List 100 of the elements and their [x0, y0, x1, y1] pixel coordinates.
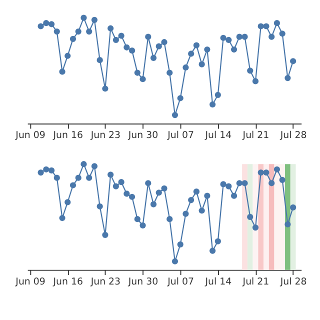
point — [91, 16, 98, 23]
x-tick-label: Jun 30 — [127, 130, 158, 142]
point — [75, 174, 82, 181]
point — [274, 20, 280, 26]
point — [242, 34, 248, 40]
point — [210, 101, 216, 108]
point — [182, 64, 189, 71]
point — [166, 216, 173, 222]
point — [150, 201, 157, 208]
point — [128, 194, 136, 200]
point — [220, 34, 226, 41]
point — [48, 21, 55, 28]
point — [252, 78, 259, 84]
point — [59, 214, 66, 222]
x-tick-label: Jun 09 — [14, 276, 46, 288]
point — [140, 76, 146, 82]
point — [193, 42, 200, 48]
point — [108, 25, 114, 32]
point — [112, 183, 119, 190]
point — [236, 34, 242, 40]
point — [134, 70, 140, 76]
point — [188, 50, 194, 57]
point — [112, 36, 119, 44]
x-tick-label: Jul 07 — [166, 276, 194, 288]
point — [161, 39, 168, 46]
point — [64, 52, 71, 59]
point — [80, 14, 87, 21]
point — [193, 188, 200, 195]
point — [204, 46, 210, 53]
point — [177, 95, 184, 102]
point — [242, 180, 248, 186]
point — [102, 86, 108, 92]
x-tick-label: Jul 14 — [204, 130, 232, 142]
point — [177, 241, 184, 248]
x-tick-label: Jun 23 — [90, 276, 121, 288]
point — [156, 190, 162, 196]
point — [96, 57, 103, 64]
x-tick-label: Jun 16 — [52, 276, 83, 288]
point — [204, 192, 210, 199]
point — [247, 68, 254, 74]
point — [70, 182, 76, 188]
point — [172, 258, 178, 264]
x-tick-label: Jul 21 — [242, 130, 270, 142]
point — [54, 28, 60, 35]
point — [38, 170, 44, 176]
point — [48, 167, 55, 174]
point — [220, 181, 226, 188]
x-tick-label: Jun 23 — [90, 130, 121, 142]
point — [268, 180, 275, 186]
point — [284, 75, 291, 82]
point — [75, 28, 82, 35]
point — [236, 180, 242, 186]
point — [150, 54, 157, 62]
point — [226, 36, 232, 44]
point — [290, 204, 296, 210]
point — [124, 190, 130, 197]
point — [43, 20, 50, 26]
point — [118, 32, 124, 39]
point — [166, 70, 173, 76]
point — [124, 44, 130, 50]
point — [274, 166, 280, 172]
point — [284, 221, 291, 228]
point — [145, 34, 152, 40]
x-tick-label: Jul 14 — [204, 276, 232, 288]
point — [258, 23, 264, 30]
x-tick-label: Jun 16 — [52, 130, 83, 142]
point — [226, 183, 232, 190]
point — [198, 208, 205, 214]
point — [156, 43, 162, 50]
x-tick-label: Jul 21 — [242, 276, 270, 288]
x-tick-label: Jul 28 — [279, 276, 307, 288]
point — [70, 36, 76, 42]
point — [252, 224, 259, 231]
point — [210, 248, 216, 254]
point — [80, 161, 87, 168]
point — [214, 238, 221, 244]
point — [230, 46, 238, 53]
point — [161, 185, 168, 192]
point — [43, 166, 50, 172]
point — [172, 112, 178, 118]
point — [54, 174, 60, 181]
point — [108, 172, 114, 178]
point — [214, 92, 221, 98]
point — [182, 210, 189, 217]
point — [140, 222, 146, 228]
point — [198, 61, 205, 68]
point — [64, 199, 71, 206]
point — [86, 174, 92, 181]
point — [38, 23, 44, 30]
point — [96, 203, 103, 210]
point — [145, 180, 152, 186]
point — [230, 192, 238, 199]
point — [59, 68, 66, 75]
point — [279, 176, 286, 184]
point — [247, 214, 254, 220]
point — [290, 58, 296, 64]
point — [128, 48, 136, 54]
point — [279, 30, 286, 37]
point — [134, 216, 140, 222]
point — [91, 163, 98, 170]
